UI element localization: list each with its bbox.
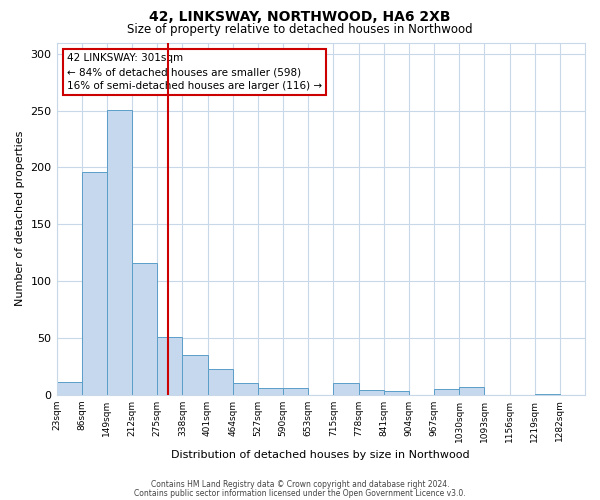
Text: 42, LINKSWAY, NORTHWOOD, HA6 2XB: 42, LINKSWAY, NORTHWOOD, HA6 2XB [149,10,451,24]
Bar [459,386,484,394]
Bar [157,336,182,394]
Bar [334,384,359,394]
Text: Contains HM Land Registry data © Crown copyright and database right 2024.: Contains HM Land Registry data © Crown c… [151,480,449,489]
Bar [434,389,459,394]
Text: Contains public sector information licensed under the Open Government Licence v3: Contains public sector information licen… [134,488,466,498]
Bar [383,392,409,394]
Bar [182,355,208,395]
Bar [56,382,82,394]
Bar [82,172,107,394]
Bar [258,388,283,394]
Bar [233,384,258,394]
Text: Size of property relative to detached houses in Northwood: Size of property relative to detached ho… [127,22,473,36]
Bar [107,110,132,395]
Bar [283,388,308,394]
Text: 42 LINKSWAY: 301sqm
← 84% of detached houses are smaller (598)
16% of semi-detac: 42 LINKSWAY: 301sqm ← 84% of detached ho… [67,53,322,91]
Y-axis label: Number of detached properties: Number of detached properties [15,131,25,306]
Bar [132,263,157,394]
Bar [359,390,383,394]
X-axis label: Distribution of detached houses by size in Northwood: Distribution of detached houses by size … [172,450,470,460]
Bar [208,368,233,394]
